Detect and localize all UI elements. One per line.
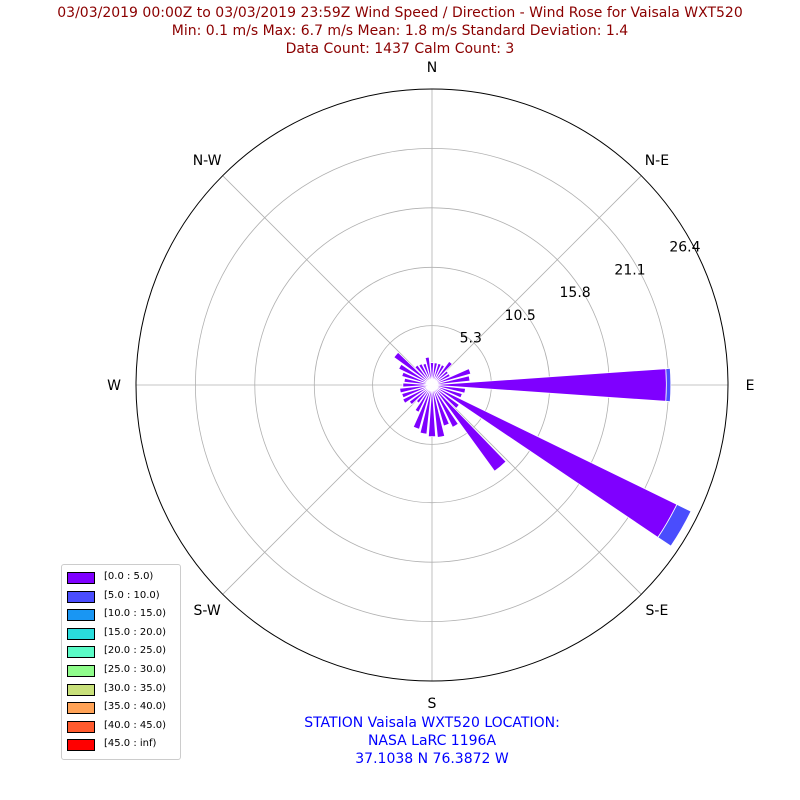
speed-legend: [0.0 : 5.0) [5.0 : 10.0) [10.0 : 15.0) [15.… (61, 564, 181, 760)
chart-title: 03/03/2019 00:00Z to 03/03/2019 23:59Z W… (0, 4, 800, 58)
legend-item: [20.0 : 25.0) (67, 644, 177, 660)
direction-label: N (427, 60, 437, 76)
legend-label: [20.0 : 25.0) (104, 645, 167, 657)
legend-swatch (67, 702, 95, 715)
direction-label: N-W (193, 153, 222, 169)
radial-tick-label: 26.4 (669, 240, 700, 256)
title-line-3: Data Count: 1437 Calm Count: 3 (285, 41, 515, 57)
legend-item: [25.0 : 30.0) (67, 663, 177, 679)
radial-tick-label: 10.5 (505, 308, 536, 324)
legend-swatch (67, 609, 95, 622)
wind-bars (393, 351, 692, 547)
legend-swatch (67, 646, 95, 659)
wind-bar-190 (419, 384, 433, 435)
legend-label: [30.0 : 35.0) (104, 682, 167, 694)
radial-tick-label: 5.3 (460, 330, 482, 346)
legend-swatch (67, 572, 95, 584)
legend-swatch (67, 665, 95, 677)
legend-item: [10.0 : 15.0) (67, 607, 177, 623)
legend-label: [25.0 : 30.0) (104, 664, 167, 675)
legend-item: [45.0 : inf) (67, 737, 177, 753)
wind-bar-170 (431, 384, 446, 438)
legend-label: [10.0 : 15.0) (104, 608, 167, 620)
direction-label: W (107, 378, 121, 394)
radial-tick-label: 15.8 (560, 285, 591, 301)
wind-bar-150 (431, 384, 459, 428)
wind-bar-180 (427, 384, 437, 438)
wind-bar-90 (665, 367, 672, 403)
wind-bar-70 (431, 368, 472, 386)
station-info: STATION Vaisala WXT520 LOCATION: NASA La… (232, 714, 632, 768)
legend-label: [15.0 : 20.0) (104, 626, 167, 638)
station-line-1: STATION Vaisala WXT520 LOCATION: (304, 715, 560, 731)
spoke-line (431, 175, 642, 386)
legend-item: [15.0 : 20.0) (67, 626, 177, 642)
station-line-2: NASA LaRC 1196A (367, 733, 497, 749)
legend-label: [35.0 : 40.0) (104, 701, 167, 713)
radial-tick-label: 21.1 (614, 263, 645, 279)
wind-bar-200 (412, 384, 433, 430)
direction-label: S (428, 696, 437, 712)
spoke-line (431, 384, 642, 595)
wind-bar-120 (431, 384, 678, 538)
station-line-3: 37.1038 N 76.3872 W (355, 751, 509, 767)
direction-label: E (746, 378, 755, 394)
legend-swatch (67, 739, 95, 752)
legend-item: [30.0 : 35.0) (67, 682, 177, 698)
wind-bar-160 (431, 384, 450, 427)
outer-boundary (135, 88, 729, 682)
legend-label: [5.0 : 10.0) (104, 589, 160, 601)
direction-label: S-E (646, 603, 669, 619)
direction-label: N-E (645, 153, 669, 169)
wind-bar-140 (431, 384, 507, 472)
legend-swatch (67, 627, 95, 640)
legend-swatch (67, 590, 95, 603)
legend-label: [0.0 : 5.0) (104, 571, 154, 582)
spoke-line (222, 175, 433, 386)
legend-item: [40.0 : 45.0) (67, 719, 177, 735)
wind-bar-300 (398, 363, 433, 386)
wind-bar-310 (393, 351, 433, 386)
legend-swatch (67, 683, 95, 696)
spoke-line (222, 384, 433, 595)
title-line-2: Min: 0.1 m/s Max: 6.7 m/s Mean: 1.8 m/s … (171, 23, 629, 39)
wind-bar-120 (657, 503, 692, 547)
axis-labels: 5.3 10.5 15.8 21.1 26.4 N N-E E S-E S S-W W N-W (107, 60, 754, 712)
direction-label: S-W (193, 603, 220, 619)
wind-bar-350 (424, 356, 433, 386)
legend-label: [40.0 : 45.0) (104, 719, 167, 731)
legend-item: [5.0 : 10.0) (67, 589, 177, 605)
legend-swatch (67, 720, 95, 733)
wind-bar-80 (431, 375, 471, 386)
title-line-1: 03/03/2019 00:00Z to 03/03/2019 23:59Z W… (57, 5, 743, 21)
legend-label: [45.0 : inf) (104, 738, 157, 750)
legend-item: [35.0 : 40.0) (67, 700, 177, 716)
legend-item: [0.0 : 5.0) (67, 570, 177, 586)
